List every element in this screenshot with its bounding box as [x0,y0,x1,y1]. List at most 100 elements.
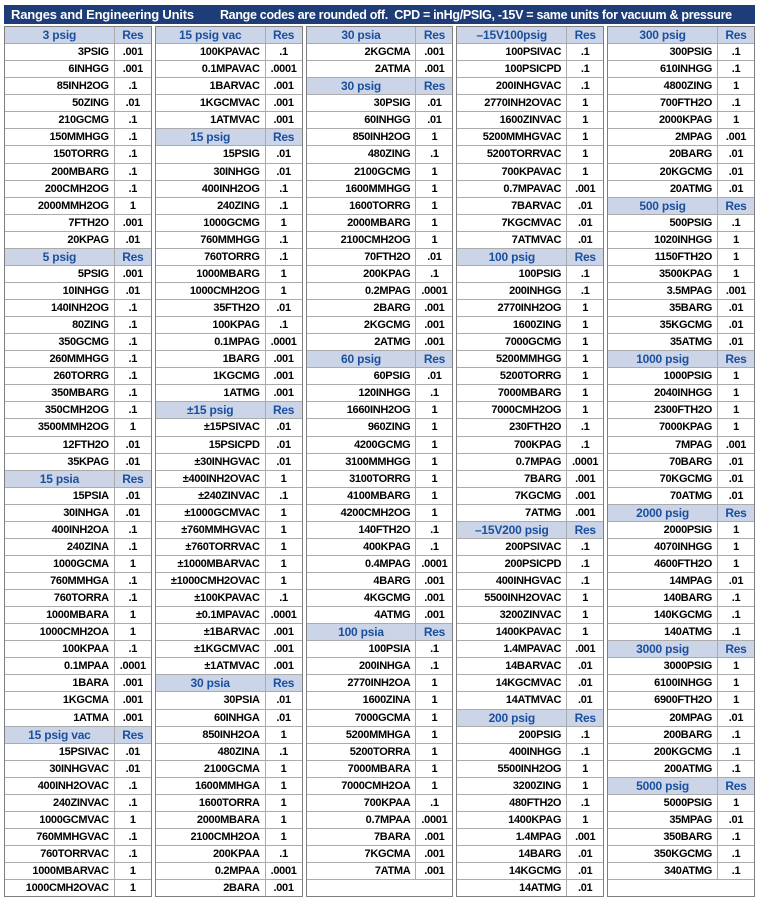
resolution-cell: .001 [122,677,144,690]
table-row: 5500INH2OG 1 [457,760,604,778]
table-row: 60INHGA .01 [155,709,302,727]
resolution-cell: .1 [580,575,590,588]
table-row: 5200TORRVAC 1 [457,146,604,164]
table-row: 14KGCMG .01 [457,863,604,881]
table-row: 7000CMH2OG 1 [457,402,604,420]
table-row: 2100CMH2OG 1 [306,231,453,249]
range-code-cell: 140FTH2O [307,521,417,538]
resolution-cell: 1 [733,677,739,690]
resolution-cell: .01 [125,489,141,502]
section-header-row: 15 psia Res [5,470,151,488]
range-code-cell: 500PSIG [608,214,718,231]
section-title: ±15 psig [156,402,266,419]
table-row: 1BARG .001 [155,351,302,369]
range-code-cell: 260TORRG [5,368,115,385]
title-banner: Ranges and Engineering Units Range codes… [4,5,755,24]
range-code-cell: 7FTH2O [5,214,115,231]
table-row: 150TORRG .1 [5,146,151,164]
table-row: 30PSIA .01 [155,692,302,710]
resolution-cell: .1 [580,438,590,451]
range-code-cell: 0.7MPAG [457,453,568,470]
table-row: 3100TORRG 1 [306,470,453,488]
table-row: 35MPAG .01 [608,811,754,829]
table-row: 30PSIG .01 [306,95,453,113]
resolution-cell: .1 [279,489,288,502]
range-code-cell: 20KPAG [5,231,115,248]
table-row: 10INHGG .01 [5,282,151,300]
table-row: 14KGCMVAC .01 [457,675,604,693]
range-code-cell: ±240ZINVAC [156,487,266,504]
resolution-cell: .01 [728,148,744,161]
table-row: 1600MMHGA 1 [155,777,302,795]
table-row: 200BARG .1 [608,726,754,744]
resolution-cell: .1 [580,540,590,553]
table-row: 260TORRG .1 [5,368,151,386]
resolution-cell: .1 [731,609,741,622]
range-code-cell: 6100INHGG [608,675,718,692]
resolution-cell: 1 [431,233,438,246]
resolution-cell: 1 [582,165,589,178]
range-code-cell: 350KGCMG [608,846,718,863]
table-row: 760MMHGVAC .1 [5,828,151,846]
section-header-row: 60 psig Res [306,351,453,369]
table-row: 7FTH2O .001 [5,214,151,232]
page-title: Ranges and Engineering Units [11,7,194,22]
range-code-cell: 2KGCMG [307,317,417,334]
resolution-cell: .01 [577,216,593,229]
section-title: 15 psig vac [5,726,115,743]
resolution-cell: .01 [427,370,442,383]
section-header-row: –15V200 psig Res [457,521,604,539]
resolution-cell: .001 [273,80,294,93]
range-code-cell: 760MMHGG [156,231,266,248]
table-row: 20BARG .01 [608,146,754,164]
resolution-cell: .1 [731,830,741,843]
resolution-cell: .1 [128,830,138,843]
table-row: 2100CMH2OA 1 [155,828,302,846]
table-row: 140BARG .1 [608,590,754,608]
table-row: 200CMH2OG .1 [5,180,151,198]
resolution-cell: 1 [431,421,438,434]
range-code-cell: 230FTH2O [457,419,568,436]
table-row: 70FTH2O .01 [306,248,453,266]
range-code-cell: 1.4MPAG [457,828,568,845]
range-code-cell: 140ATMG [608,624,718,641]
empty-row [608,880,754,896]
range-code-cell: 1400KPAG [457,811,568,828]
table-row: 70KGCMG .01 [608,470,754,488]
table-row: 60PSIG .01 [306,368,453,386]
range-code-cell: 14KGCMG [457,863,568,880]
resolution-cell: 1 [582,779,589,792]
range-code-cell: ±760MMHGVAC [156,521,266,538]
table-row: 12FTH2O .01 [5,436,151,454]
range-code-cell: 1660INH2OG [307,402,417,419]
resolution-cell: 1 [733,557,739,570]
range-code-cell: 1000PSIG [608,368,718,385]
resolution-cell: .1 [731,728,741,741]
range-code-cell: 2ATMA [307,61,417,78]
range-code-cell: 30INHGA [5,504,115,521]
resolution-cell: .1 [128,387,138,400]
resolution-cell: .001 [575,472,596,485]
resolution-cell: .01 [577,199,593,212]
resolution-cell: 1 [582,626,589,639]
resolution-cell: 1 [733,796,739,809]
range-code-cell: 200INHGVAC [457,78,568,95]
table-row: ±240ZINVAC .1 [155,487,302,505]
range-code-cell: 1000CMH2OVAC [5,880,115,897]
table-row: 100KPAG .1 [155,317,302,335]
table-row: 2KGCMA .001 [306,44,453,62]
range-code-cell: 70ATMG [608,487,718,504]
table-row: 1600TORRA 1 [155,794,302,812]
table-row: 1600ZINA 1 [306,692,453,710]
resolution-cell: .001 [273,660,294,673]
table-row: 2000MMH2OG 1 [5,197,151,215]
table-row: 1000CMH2OVAC 1 [5,880,151,897]
table-row: 240ZINVAC .1 [5,794,151,812]
resolution-cell: .001 [575,489,596,502]
range-code-cell: 80ZING [5,317,115,334]
table-row: ±760MMHGVAC 1 [155,521,302,539]
table-row: 1BARA .001 [5,675,151,693]
range-code-cell: 5500INH2OVAC [457,590,568,607]
resolution-cell: .1 [279,250,288,263]
range-code-cell: 1600MMHGG [307,180,417,197]
